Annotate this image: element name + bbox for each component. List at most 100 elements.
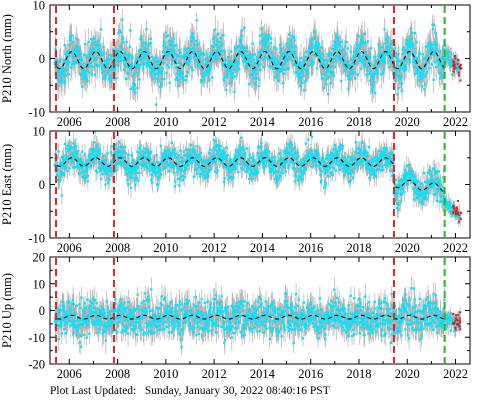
obs-point (334, 301, 337, 304)
obs-point (411, 314, 414, 317)
obs-point (426, 296, 430, 299)
obs-point (118, 304, 121, 307)
obs-point (357, 161, 360, 164)
obs-point (361, 319, 364, 322)
obs-point (432, 319, 435, 322)
obs-point (126, 163, 130, 166)
obs-point (324, 184, 327, 187)
obs-point (129, 166, 132, 170)
obs-point (238, 149, 242, 153)
obs-point (431, 311, 434, 315)
obs-point (175, 304, 178, 307)
obs-point (93, 154, 96, 158)
y-axis-label: P210 Up (mm) (0, 273, 14, 348)
obs-point (394, 74, 397, 78)
obs-point (424, 304, 428, 308)
obs-point (289, 141, 293, 144)
obs-point (187, 319, 190, 322)
obs-point (238, 52, 241, 55)
obs-point (418, 75, 421, 78)
obs-point (308, 317, 312, 320)
obs-point (123, 156, 127, 159)
obs-point (362, 306, 365, 309)
obs-point (191, 158, 194, 162)
obs-point (190, 40, 193, 43)
obs-point (114, 163, 117, 166)
obs-point (151, 332, 155, 335)
panel-north: 2006 2008 2010 2012 2014 2016 2018 2020 2022-100… (0, 0, 471, 129)
obs-point (238, 320, 241, 324)
obs-point (278, 307, 281, 310)
obs-point (164, 31, 167, 34)
obs-point (328, 66, 331, 69)
obs-point (381, 322, 384, 326)
obs-point (328, 314, 331, 317)
obs-point (418, 328, 421, 331)
obs-point (380, 57, 383, 60)
obs-point (141, 51, 145, 55)
obs-point (294, 292, 298, 296)
obs-point (292, 63, 295, 66)
obs-point (370, 169, 374, 173)
obs-point (197, 55, 200, 58)
obs-point (371, 158, 375, 161)
obs-point (121, 323, 124, 326)
obs-point (358, 46, 362, 49)
obs-point (110, 54, 114, 57)
obs-point (356, 323, 359, 326)
obs-point (345, 159, 348, 162)
obs-point (360, 39, 363, 43)
obs-point (275, 58, 278, 61)
obs-point (71, 49, 75, 52)
obs-point (367, 301, 371, 304)
x-tick-label: 2018 (346, 367, 371, 381)
obs-point (415, 192, 418, 195)
obs-point (435, 44, 438, 47)
obs-point (287, 55, 290, 58)
obs-point (108, 80, 112, 83)
obs-point (150, 288, 153, 291)
obs-point (275, 176, 279, 179)
outlier-point (452, 205, 455, 207)
obs-point (324, 311, 327, 314)
obs-point (242, 304, 245, 307)
obs-point (194, 295, 197, 299)
obs-point (396, 191, 400, 194)
obs-point (215, 171, 219, 175)
obs-point (373, 307, 376, 310)
obs-point (272, 159, 276, 163)
obs-point (282, 326, 285, 329)
obs-point (122, 40, 125, 44)
obs-point (172, 44, 175, 47)
obs-point (167, 319, 170, 322)
obs-point (161, 67, 164, 70)
obs-point (343, 314, 346, 317)
obs-point (108, 77, 111, 80)
obs-point (188, 322, 192, 325)
obs-point (269, 327, 273, 330)
obs-point (142, 161, 146, 164)
obs-point (415, 41, 418, 44)
obs-point (179, 62, 182, 65)
obs-point (211, 320, 215, 324)
obs-point (282, 52, 285, 55)
obs-point (152, 312, 155, 316)
obs-point (135, 318, 138, 321)
outlier-point (453, 207, 456, 210)
obs-point (387, 66, 391, 69)
obs-point (198, 50, 202, 53)
obs-point (204, 313, 207, 317)
obs-point (383, 334, 386, 337)
obs-point (67, 61, 71, 64)
obs-point (396, 202, 399, 205)
x-tick-label: 2020 (395, 241, 420, 255)
obs-point (174, 309, 177, 312)
obs-point (317, 312, 320, 316)
obs-point (102, 308, 105, 311)
obs-point (91, 153, 94, 156)
obs-point (368, 169, 372, 172)
obs-point (270, 169, 273, 172)
obs-point (243, 152, 247, 155)
obs-point (433, 61, 437, 64)
obs-point (347, 63, 350, 66)
